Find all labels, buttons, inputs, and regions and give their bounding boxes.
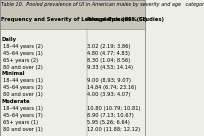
- Text: 45–64 years (7): 45–64 years (7): [3, 113, 43, 118]
- Bar: [0, 16, 145, 29]
- Text: 4.80 (4.77; 4.83): 4.80 (4.77; 4.83): [87, 51, 130, 56]
- Text: Prevalence (95% CI): Prevalence (95% CI): [87, 17, 147, 22]
- Text: Minimal: Minimal: [1, 71, 25, 76]
- Text: 45–64 years (1): 45–64 years (1): [3, 51, 43, 56]
- Text: 4.00 (3.93; 4.07): 4.00 (3.93; 4.07): [87, 92, 131, 97]
- Text: Table 10.  Pooled prevalence of UI in American males by severity and age   categ: Table 10. Pooled prevalence of UI in Ame…: [1, 2, 204, 7]
- Text: 9.33 (4.53; 14.14): 9.33 (4.53; 14.14): [87, 64, 133, 69]
- Text: 14.84 (6.74; 23.16): 14.84 (6.74; 23.16): [87, 85, 136, 90]
- Text: 80 and over (2): 80 and over (2): [3, 64, 43, 69]
- Text: 9.00 (8.93; 9.07): 9.00 (8.93; 9.07): [87, 78, 131, 83]
- Text: 18–44 years (2): 18–44 years (2): [3, 44, 43, 49]
- Text: 80 and over (1): 80 and over (1): [3, 92, 43, 97]
- Text: 18–44 years (1): 18–44 years (1): [3, 106, 43, 111]
- Text: 18–44 years (1): 18–44 years (1): [3, 78, 43, 83]
- Text: 65+ years (2): 65+ years (2): [3, 58, 38, 63]
- Text: Moderate: Moderate: [1, 99, 30, 104]
- Text: 5.95 (5.26; 6.64): 5.95 (5.26; 6.64): [87, 120, 130, 125]
- Text: 12.00 (11.88; 12.12): 12.00 (11.88; 12.12): [87, 127, 140, 132]
- Text: Daily: Daily: [1, 37, 16, 42]
- Text: 3.02 (2.19; 3.86): 3.02 (2.19; 3.86): [87, 44, 131, 49]
- Text: 8.30 (1.04; 8.56): 8.30 (1.04; 8.56): [87, 58, 130, 63]
- Text: 8.90 (7.13; 10.67): 8.90 (7.13; 10.67): [87, 113, 134, 118]
- Bar: [0, 0, 145, 16]
- Text: 65+ years (1): 65+ years (1): [3, 120, 38, 125]
- Text: 10.80 (10.79; 10.81): 10.80 (10.79; 10.81): [87, 106, 141, 111]
- Text: Frequency and Severity of Leakage Episodes (Studies): Frequency and Severity of Leakage Episod…: [1, 17, 164, 22]
- Text: 80 and over (1): 80 and over (1): [3, 127, 43, 132]
- Text: 45–64 years (2): 45–64 years (2): [3, 85, 43, 90]
